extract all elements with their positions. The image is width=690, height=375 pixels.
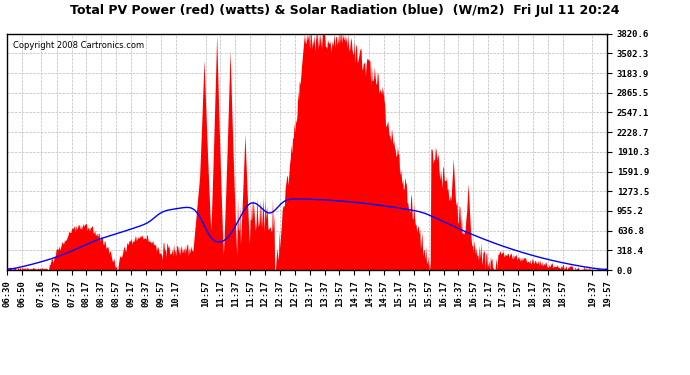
Text: Total PV Power (red) (watts) & Solar Radiation (blue)  (W/m2)  Fri Jul 11 20:24: Total PV Power (red) (watts) & Solar Rad… [70, 4, 620, 17]
Text: Copyright 2008 Cartronics.com: Copyright 2008 Cartronics.com [13, 41, 144, 50]
